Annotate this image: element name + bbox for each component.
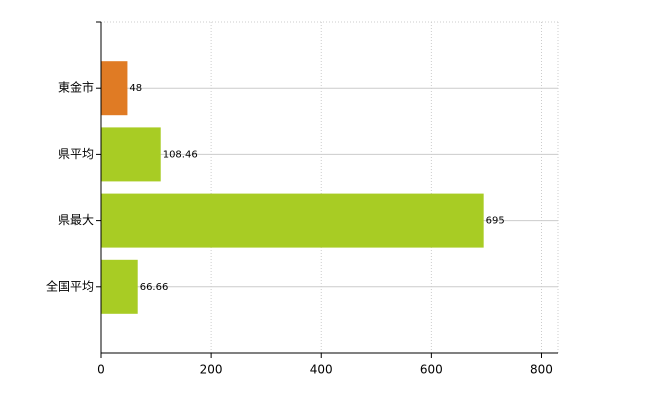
x-tick-label: 400 <box>310 363 333 377</box>
y-tick-label: 県最大 <box>58 213 94 227</box>
x-tick-label: 0 <box>97 363 105 377</box>
y-tick-label: 県平均 <box>58 147 94 161</box>
y-tick-label: 東金市 <box>58 80 94 95</box>
bar <box>101 61 128 116</box>
value-label: 108.46 <box>163 149 198 160</box>
value-label: 695 <box>486 216 505 227</box>
x-tick-label: 800 <box>530 363 553 377</box>
x-tick-label: 600 <box>420 363 443 377</box>
bar <box>101 259 138 314</box>
value-label: 48 <box>129 83 142 94</box>
bar <box>101 127 161 182</box>
value-label: 66.66 <box>140 282 169 293</box>
y-tick-label: 全国平均 <box>46 278 94 293</box>
bar <box>101 193 484 248</box>
x-tick-label: 200 <box>200 363 223 377</box>
